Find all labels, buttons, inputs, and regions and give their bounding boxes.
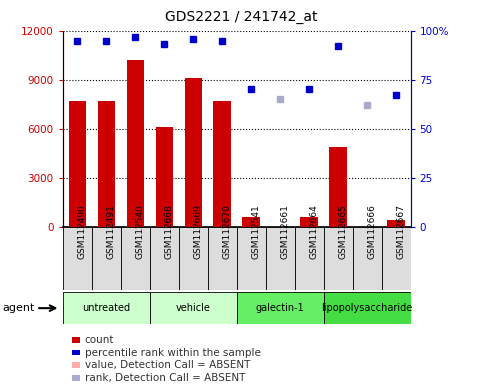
Bar [150,292,237,324]
Bar [92,227,121,290]
Bar [324,227,353,290]
Bar [387,220,405,227]
Bar [185,78,202,227]
Text: vehicle: vehicle [176,303,211,313]
Text: rank, Detection Call = ABSENT: rank, Detection Call = ABSENT [85,373,245,383]
Bar [72,337,80,343]
Bar [72,362,80,368]
Bar [63,292,150,324]
Bar [329,147,347,227]
Bar [208,227,237,290]
Bar [63,227,92,290]
Bar [353,227,382,290]
Bar [242,217,260,227]
Bar [156,127,173,227]
Text: GSM112669: GSM112669 [193,204,202,259]
Text: lipopolysaccharide: lipopolysaccharide [322,303,412,313]
Text: GSM112665: GSM112665 [338,204,347,259]
Bar [295,227,324,290]
Bar [300,217,318,227]
Text: galectin-1: galectin-1 [256,303,304,313]
Text: untreated: untreated [82,303,130,313]
Text: value, Detection Call = ABSENT: value, Detection Call = ABSENT [85,360,250,370]
Bar [237,292,324,324]
Text: GSM112541: GSM112541 [251,204,260,259]
Bar [179,227,208,290]
Bar [72,349,80,356]
Text: GSM112540: GSM112540 [135,204,144,259]
Text: GSM112666: GSM112666 [367,204,376,259]
Text: GDS2221 / 241742_at: GDS2221 / 241742_at [165,10,318,23]
Text: GSM112661: GSM112661 [280,204,289,259]
Bar [266,227,295,290]
Bar [72,375,80,381]
Bar [382,227,411,290]
Text: count: count [85,335,114,345]
Bar [69,101,86,227]
Bar [121,227,150,290]
Bar [213,101,231,227]
Text: agent: agent [2,303,35,313]
Bar [98,101,115,227]
Text: GSM112490: GSM112490 [77,204,86,259]
Bar [324,292,411,324]
Text: GSM112664: GSM112664 [309,204,318,259]
Text: percentile rank within the sample: percentile rank within the sample [85,348,260,358]
Bar [127,60,144,227]
Text: GSM112491: GSM112491 [106,204,115,259]
Text: GSM112667: GSM112667 [396,204,405,259]
Bar [237,227,266,290]
Text: GSM112668: GSM112668 [164,204,173,259]
Text: GSM112670: GSM112670 [222,204,231,259]
Bar [150,227,179,290]
